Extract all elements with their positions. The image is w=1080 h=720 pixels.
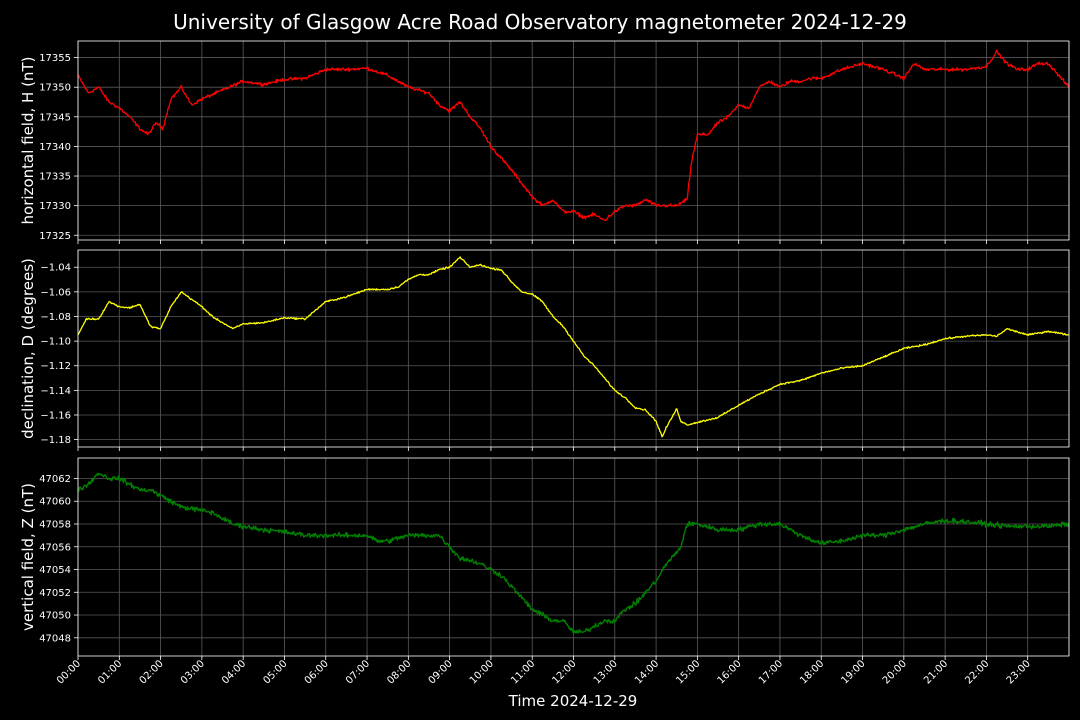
series-line — [77, 256, 1070, 438]
y-tick-label: −1.16 — [40, 410, 71, 421]
y-tick-label: −1.08 — [40, 312, 71, 323]
panel-1: 17325 17330 17335 17340 17345 17350 17355horiz… — [19, 40, 1070, 244]
y-tick-label: 47048 — [39, 633, 71, 644]
panel-3: 47048 47050 47052 47054 47056 47058 47060 47062… — [19, 457, 1070, 660]
panels: 17325 17330 17335 17340 17345 17350 17355horiz… — [19, 40, 1070, 660]
y-tick-label: −1.14 — [40, 386, 71, 397]
y-tick-label: 17330 — [39, 201, 71, 212]
y-tick-label: 47058 — [39, 520, 71, 531]
y-tick-label: −1.10 — [40, 337, 71, 348]
chart-title: University of Glasgow Acre Road Observat… — [173, 10, 907, 34]
y-tick-label: −1.12 — [40, 361, 71, 372]
y-tick-label: −1.04 — [40, 263, 71, 274]
y-tick-label: 17340 — [39, 142, 71, 153]
y-tick-label: 47062 — [39, 474, 71, 485]
y-tick-label: 17335 — [39, 172, 71, 183]
y-tick-label: 47052 — [39, 588, 71, 599]
y-axis-label: horizontal field, H (nT) — [19, 57, 37, 225]
series-line — [77, 472, 1070, 634]
y-tick-label: −1.18 — [40, 435, 71, 446]
y-tick-label: 47050 — [39, 611, 71, 622]
panel-2: −1.18 −1.16 −1.14 −1.12 −1.10 −1.08 −1.06 −1.04… — [19, 249, 1070, 451]
y-tick-label: 47060 — [39, 497, 71, 508]
y-axis-label: declination, D (degrees) — [19, 258, 37, 439]
y-axis-label: vertical field, Z (nT) — [19, 483, 37, 631]
y-tick-label: 17325 — [39, 231, 71, 242]
y-tick-label: 17345 — [39, 112, 71, 123]
y-tick-label: 47054 — [39, 565, 71, 576]
y-tick-label: 47056 — [39, 542, 71, 553]
y-tick-label: 17350 — [39, 83, 71, 94]
y-tick-label: −1.06 — [40, 287, 71, 298]
series-line — [78, 49, 1069, 222]
y-tick-label: 17355 — [39, 53, 71, 64]
x-axis-label: Time 2024-12-29 — [508, 692, 638, 710]
